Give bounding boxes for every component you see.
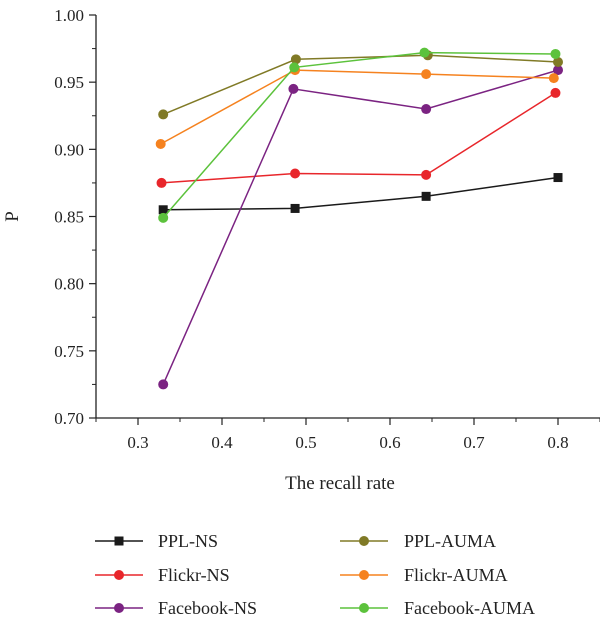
y-tick-label: 0.95 [54,73,84,92]
data-point [158,379,169,390]
data-point [290,203,300,213]
data-point [550,87,561,98]
legend-item-facebook-auma: Facebook-AUMA [340,598,535,618]
x-tick-label: 0.7 [463,433,485,452]
y-axis-label: P [2,211,23,222]
y-tick-label: 0.85 [54,208,84,227]
legend-label: Facebook-NS [158,598,257,618]
legend-label: PPL-NS [158,531,218,551]
series-line [163,176,559,211]
x-axis-label: The recall rate [285,473,395,494]
series-line [162,51,556,219]
data-point [421,104,432,115]
legend: PPL-NS Flickr-NS Facebook-NS PPL-AUMA Flickr… [95,531,535,618]
legend-marker [359,536,369,546]
data-point [553,65,563,76]
series-line [161,92,556,184]
series-line [160,69,554,145]
data-point [550,48,561,59]
x-tick-label: 0.5 [295,433,316,452]
series-flickr-auma [155,65,559,149]
y-tick-label: 0.80 [54,275,84,294]
legend-label: Flickr-AUMA [404,565,508,585]
y-tick-label: 0.90 [54,140,84,159]
data-point [155,138,166,149]
data-point [158,205,168,215]
data-point [158,109,169,120]
plot-series [155,47,563,390]
y-tick-label: 0.75 [54,342,84,361]
data-point [158,212,169,223]
legend-item-ppl-ns: PPL-NS [95,531,218,551]
data-point [421,169,432,180]
y-tick-label: 1.00 [54,6,84,25]
x-tick-label: 0.6 [379,433,400,452]
series-line [162,69,559,385]
data-point [421,69,432,80]
series-ppl-auma [158,50,563,120]
data-point [290,168,301,179]
legend-label: PPL-AUMA [404,531,496,551]
data-point [290,54,301,65]
axes [95,15,600,419]
legend-item-flickr-auma: Flickr-AUMA [340,565,508,585]
series-facebook-auma [158,47,561,223]
series-line [162,54,559,116]
data-point [553,173,563,183]
legend-label: Flickr-NS [158,565,230,585]
legend-item-flickr-ns: Flickr-NS [95,565,230,585]
x-tick-label: 0.8 [547,433,568,452]
data-point [421,191,431,201]
legend-item-ppl-auma: PPL-AUMA [340,531,496,551]
legend-marker [359,570,369,580]
data-point [288,83,299,94]
data-point [289,62,300,73]
x-tick-label: 0.3 [127,433,148,452]
series-flickr-ns [156,87,561,188]
data-point [553,57,563,68]
legend-label: Facebook-AUMA [404,598,535,618]
data-point [156,177,167,188]
legend-marker [114,570,124,580]
legend-marker [114,603,124,613]
y-tick-label: 0.70 [54,409,84,428]
series-ppl-ns [158,173,563,215]
data-point [548,73,559,84]
ticks: 0.3 0.4 0.5 0.6 0.7 0.8 0.70 0.75 0.80 0.85 0.90 0.… [54,6,600,452]
data-point [419,47,430,58]
series-facebook-ns [158,65,563,390]
legend-marker [114,536,124,546]
legend-marker [359,603,369,613]
legend-item-facebook-ns: Facebook-NS [95,598,257,618]
x-tick-label: 0.4 [211,433,233,452]
